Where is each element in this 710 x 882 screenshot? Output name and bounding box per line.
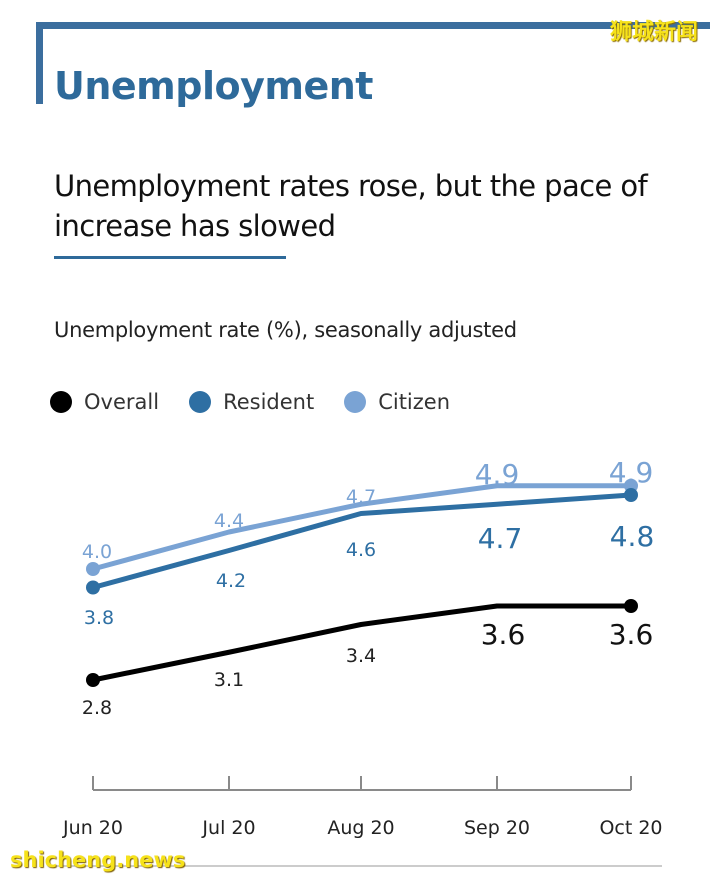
point-overall-4: [624, 599, 638, 613]
x-tick-label-2: Aug 20: [327, 817, 394, 839]
x-tick-label-1: Jul 20: [201, 817, 255, 839]
frame-left-bar: [36, 22, 43, 104]
point-resident-0: [86, 580, 100, 595]
data-label-overall-3: 3.6: [481, 618, 526, 651]
point-citizen-0: [86, 562, 100, 576]
section-title: Unemployment: [54, 64, 373, 108]
legend-swatch-overall: [50, 391, 72, 413]
data-label-citizen-4: 4.9: [609, 456, 654, 489]
x-tick-label-3: Sep 20: [464, 817, 530, 839]
legend-label-resident: Resident: [223, 390, 315, 414]
point-resident-4: [624, 488, 638, 502]
legend-item-citizen: Citizen: [344, 390, 450, 414]
legend-swatch-resident: [189, 391, 212, 413]
data-label-resident-0: 3.8: [84, 607, 114, 629]
data-label-resident-3: 4.7: [478, 522, 523, 555]
legend-swatch-citizen: [344, 391, 367, 413]
data-label-resident-1: 4.2: [216, 570, 246, 592]
data-label-citizen-0: 4.0: [82, 541, 112, 563]
watermark-bottom: shicheng.news: [10, 848, 186, 872]
data-label-overall-1: 3.1: [214, 669, 244, 691]
chart-title: Unemployment rate (%), seasonally adjust…: [54, 318, 517, 342]
data-label-citizen-3: 4.9: [475, 458, 520, 491]
x-tick-label-0: Jun 20: [62, 817, 123, 839]
data-label-citizen-2: 4.7: [346, 486, 376, 508]
legend-label-citizen: Citizen: [378, 390, 451, 414]
data-label-overall-4: 3.6: [609, 618, 654, 651]
data-label-resident-2: 4.6: [346, 539, 376, 561]
data-label-citizen-1: 4.4: [214, 510, 244, 532]
data-label-overall-2: 3.4: [346, 645, 376, 667]
data-label-overall-0: 2.8: [82, 697, 112, 719]
data-label-resident-4: 4.8: [610, 520, 655, 553]
headline: Unemployment rates rose, but the pace of…: [54, 169, 648, 243]
headline-underline: [54, 256, 286, 259]
legend-item-overall: Overall: [50, 390, 159, 414]
frame-top-bar: [36, 22, 710, 29]
point-overall-0: [86, 673, 100, 687]
watermark-top: 狮城新闻: [609, 20, 698, 45]
x-tick-label-4: Oct 20: [599, 817, 662, 839]
series-line-overall: [92, 603, 631, 683]
legend-label-overall: Overall: [84, 390, 160, 414]
legend-item-resident: Resident: [189, 390, 314, 414]
chart-legend: Overall Resident Citizen: [50, 388, 480, 416]
